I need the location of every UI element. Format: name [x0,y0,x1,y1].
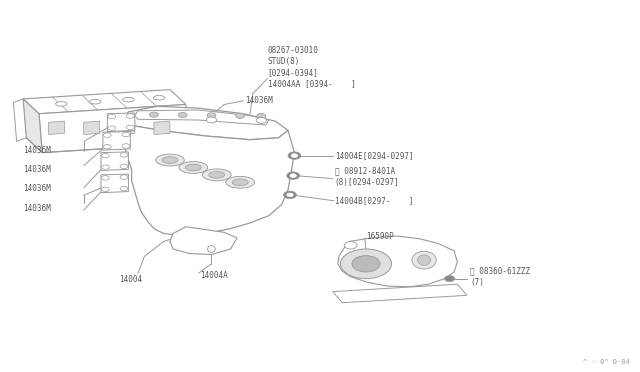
Polygon shape [338,236,458,287]
Circle shape [291,154,298,157]
Circle shape [352,256,380,272]
Polygon shape [119,121,135,135]
Circle shape [120,153,128,157]
Polygon shape [39,105,189,153]
Circle shape [104,144,111,149]
Circle shape [102,165,109,169]
Text: 16590P: 16590P [367,231,394,241]
Circle shape [108,115,116,119]
Text: 14036M: 14036M [23,165,51,174]
Ellipse shape [123,97,134,102]
Polygon shape [121,119,294,235]
Text: 14004B[0297-    ]: 14004B[0297- ] [335,196,413,205]
Circle shape [178,112,187,118]
Polygon shape [49,121,65,135]
Circle shape [102,153,109,158]
Circle shape [102,176,109,180]
Ellipse shape [226,176,255,188]
Circle shape [290,174,296,177]
Text: 08267-03010
STUD(8)
[0294-0394]
14004AA [0394-    ]: 08267-03010 STUD(8) [0294-0394] 14004AA … [268,46,355,89]
Ellipse shape [202,169,231,181]
Ellipse shape [207,246,215,252]
Circle shape [120,175,128,179]
Ellipse shape [186,164,202,171]
Polygon shape [23,99,42,153]
Text: 14004A: 14004A [200,271,228,280]
Circle shape [236,113,244,118]
Circle shape [120,164,128,169]
Circle shape [344,241,357,249]
Text: Ⓢ 08360-61ZZZ
(7): Ⓢ 08360-61ZZZ (7) [470,267,530,287]
Circle shape [288,152,301,159]
Ellipse shape [56,102,67,106]
Polygon shape [23,90,186,114]
Ellipse shape [412,251,436,269]
Ellipse shape [232,179,248,186]
Circle shape [120,186,128,191]
Text: 14036M: 14036M [245,96,273,105]
Circle shape [102,187,109,192]
Polygon shape [103,132,131,150]
Circle shape [284,191,296,199]
Ellipse shape [179,161,208,173]
Text: ⓝ 08912-8401A
(8)[0294-0297]: ⓝ 08912-8401A (8)[0294-0297] [335,167,399,187]
Circle shape [122,132,130,137]
Circle shape [104,133,111,137]
Polygon shape [108,113,135,132]
Polygon shape [135,110,269,125]
Circle shape [256,118,266,124]
Circle shape [287,193,293,197]
Polygon shape [170,227,237,254]
Polygon shape [122,106,288,140]
Circle shape [127,114,134,118]
Polygon shape [101,174,129,193]
Circle shape [257,113,266,119]
Text: 14004E[0294-0297]: 14004E[0294-0297] [335,151,413,160]
Text: 14004: 14004 [119,275,142,284]
Ellipse shape [154,96,165,100]
Ellipse shape [209,171,225,178]
Text: 14036M: 14036M [23,185,51,193]
Text: 14036M: 14036M [23,205,51,214]
Circle shape [150,112,159,117]
Text: ^ · 0^ 0·04: ^ · 0^ 0·04 [583,359,630,365]
Ellipse shape [156,154,184,166]
Text: 14036M: 14036M [23,146,51,155]
Polygon shape [13,99,26,141]
Polygon shape [101,152,129,170]
Circle shape [287,172,300,179]
Ellipse shape [90,100,101,104]
Ellipse shape [418,255,431,265]
Circle shape [122,144,130,148]
Ellipse shape [162,157,178,163]
Polygon shape [333,284,467,303]
Circle shape [127,125,134,130]
Polygon shape [84,121,100,135]
Polygon shape [154,121,170,135]
Circle shape [108,126,116,131]
Circle shape [445,276,455,282]
Circle shape [340,249,392,279]
Circle shape [207,113,216,118]
Circle shape [206,117,216,123]
